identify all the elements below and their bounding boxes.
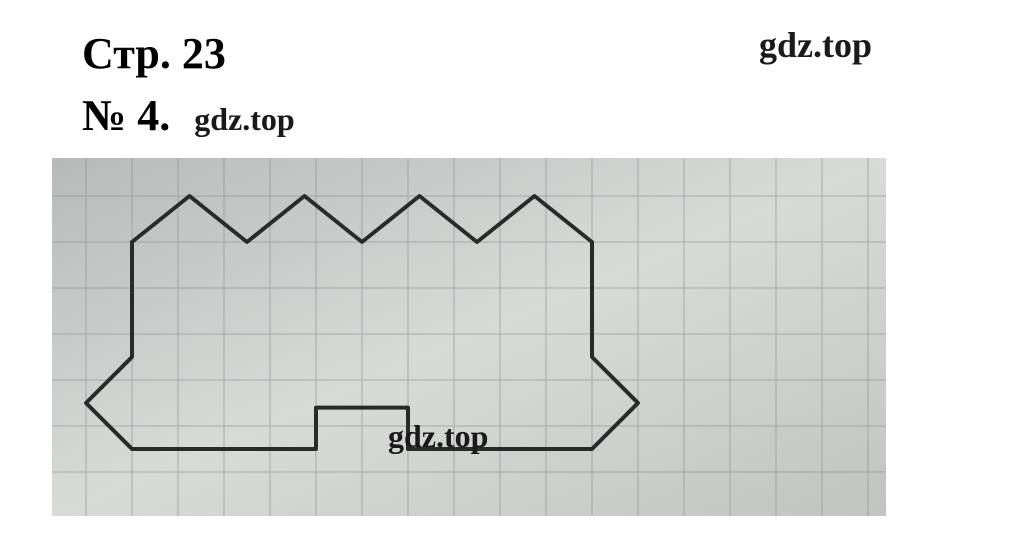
watermark-top: gdz.top (759, 24, 872, 66)
watermark-mid: gdz.top (194, 101, 294, 138)
header-row: Стр. 23 gdz.top (82, 28, 930, 79)
page-title: Стр. 23 (82, 28, 226, 79)
problem-number: № 4. (82, 90, 170, 141)
watermark-bottom: gdz.top (388, 418, 488, 455)
second-row: № 4. gdz.top (82, 90, 295, 141)
grid-svg (52, 158, 886, 516)
graph-paper-drawing: gdz.top (52, 158, 886, 516)
